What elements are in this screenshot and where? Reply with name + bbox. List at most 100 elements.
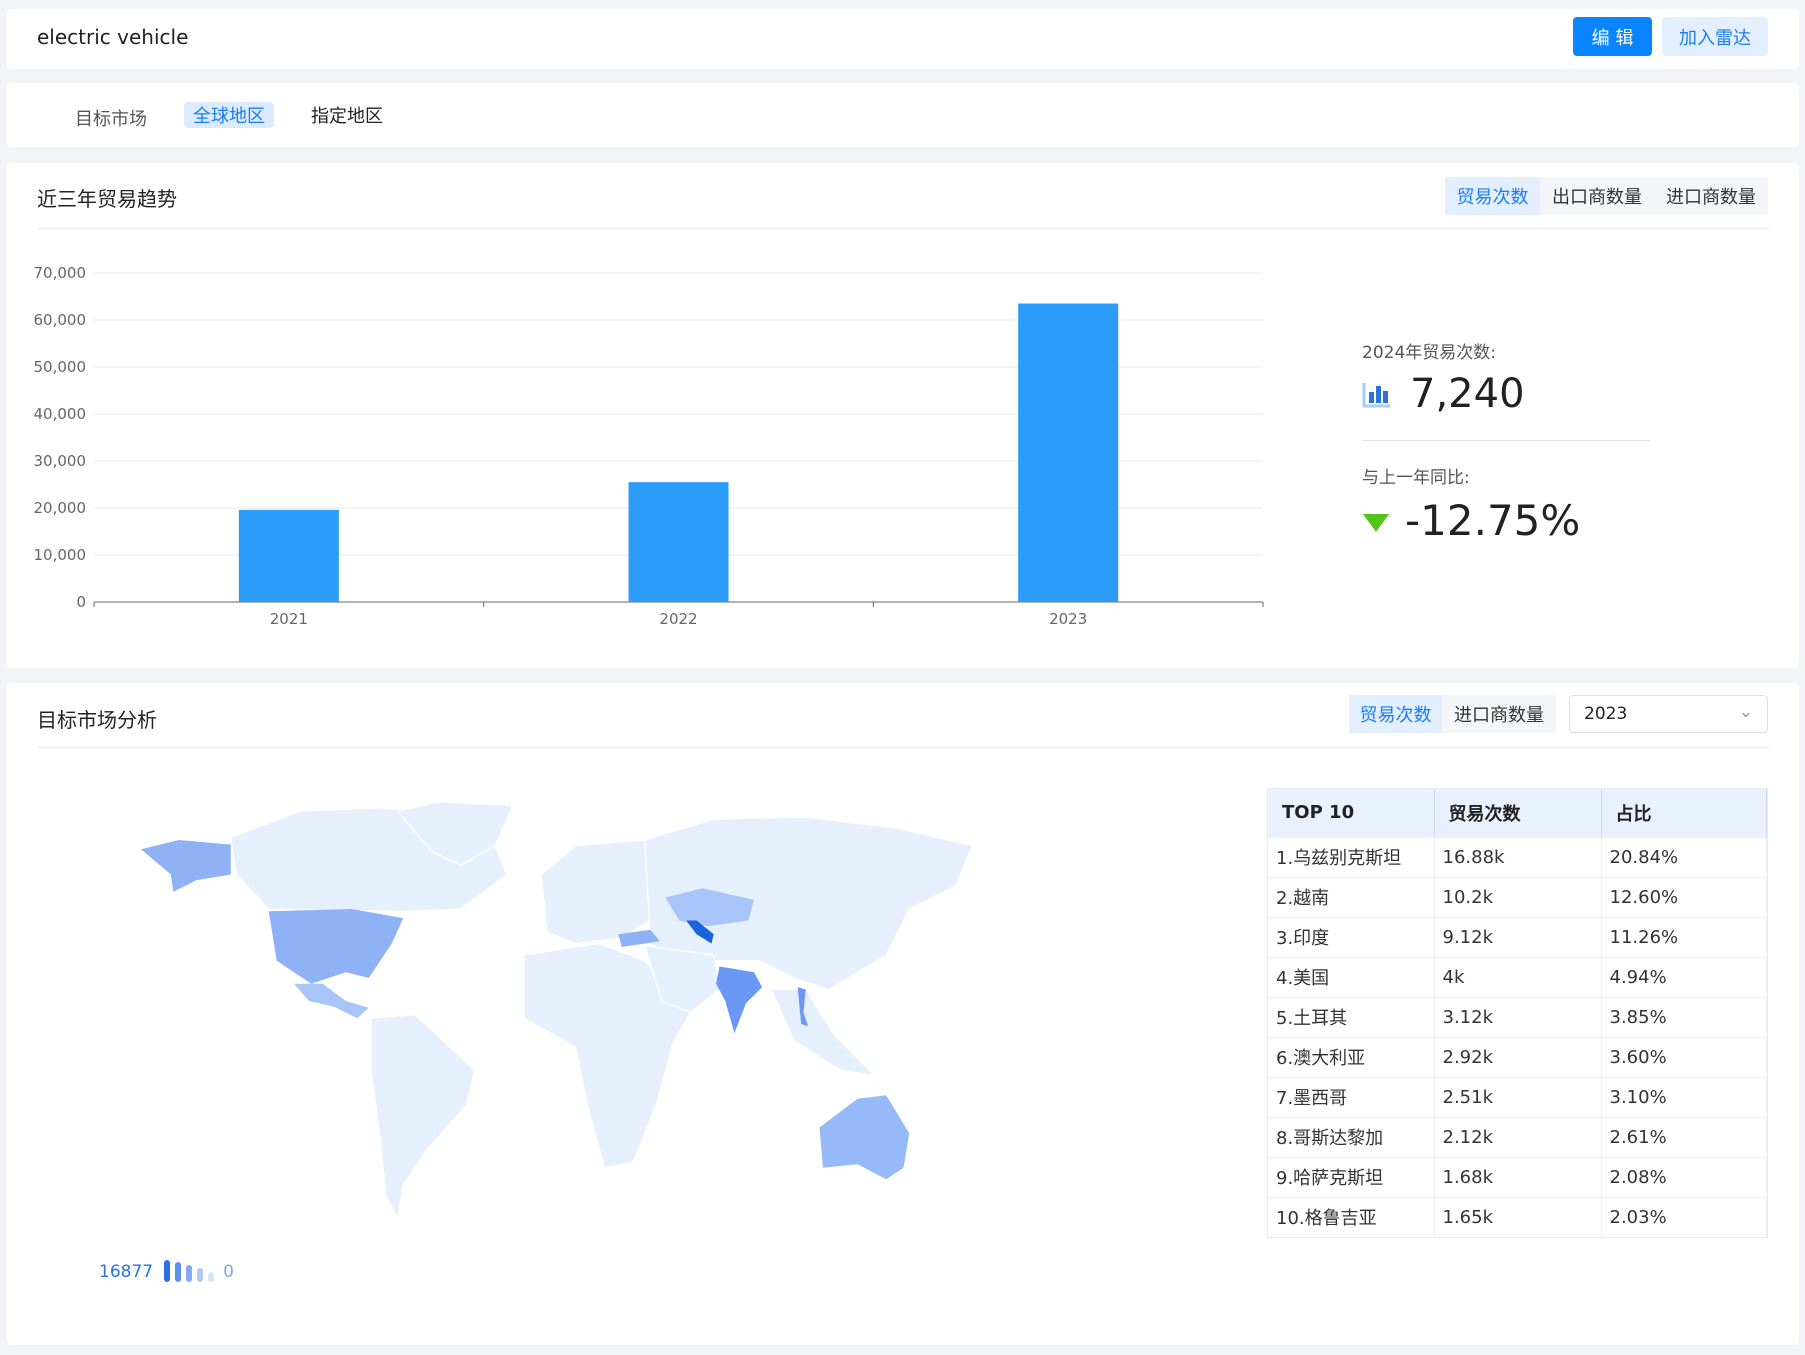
edit-button[interactable]: 编 辑 [1573, 17, 1652, 56]
table-row: 9.哈萨克斯坦 1.68k 2.08% [1268, 1156, 1767, 1197]
map-australia [819, 1095, 910, 1180]
trade-count-cell: 16.88k [1434, 836, 1602, 877]
trend-card: 近三年贸易趋势 贸易次数 出口商数量 进口商数量 0 10,000 20,000 30… [7, 163, 1799, 668]
y-tick-label: 70,000 [34, 264, 87, 282]
legend-step [175, 1262, 182, 1282]
country-cell: 2.越南 [1268, 876, 1435, 917]
world-map [141, 801, 974, 1219]
toggle-trade-count[interactable]: 贸易次数 [1445, 177, 1540, 215]
col-header: 贸易次数 [1434, 789, 1602, 837]
map-south-america [370, 1014, 476, 1219]
trend-title: 近三年贸易趋势 [37, 187, 177, 211]
table-row: 4.美国 4k 4.94% [1268, 956, 1767, 997]
col-header: TOP 10 [1268, 789, 1435, 837]
y-tick-label: 10,000 [34, 546, 87, 564]
tab-global[interactable]: 全球地区 [184, 102, 274, 128]
y-tick-label: 50,000 [34, 358, 87, 376]
table-row: 2.越南 10.2k 12.60% [1268, 876, 1767, 917]
toggle-importer-count[interactable]: 进口商数量 [1442, 695, 1556, 733]
country-cell: 5.土耳其 [1268, 996, 1435, 1037]
country-cell: 4.美国 [1268, 956, 1435, 997]
trade-count-cell: 4k [1434, 956, 1602, 997]
trade-count-cell: 2.12k [1434, 1116, 1602, 1157]
y-tick-label: 20,000 [34, 499, 87, 517]
add-to-radar-button[interactable]: 加入雷达 [1662, 17, 1768, 56]
map-se-asia [770, 988, 877, 1077]
map-africa [523, 942, 692, 1169]
map-greenland [396, 801, 514, 866]
market-card: 目标市场分析 贸易次数 进口商数量 2023 ⌄ 16877 [7, 683, 1799, 1345]
y-tick-label: 40,000 [34, 405, 87, 423]
map-europe [540, 839, 652, 945]
bar-2022 [628, 482, 729, 602]
down-triangle-icon [1363, 514, 1389, 532]
x-tick-label: 2023 [1049, 610, 1087, 628]
share-cell: 3.85% [1601, 996, 1767, 1037]
share-cell: 20.84% [1601, 836, 1767, 877]
table-row: 6.澳大利亚 2.92k 3.60% [1268, 1036, 1767, 1077]
trade-count-cell: 9.12k [1434, 916, 1602, 957]
map-mexico [294, 983, 369, 1019]
top10-table: TOP 10 贸易次数 占比 1.乌兹别克斯坦 16.88k 20.84% 2.越南 1… [1267, 788, 1768, 1238]
toggle-importer-count[interactable]: 进口商数量 [1654, 177, 1768, 215]
legend-step [186, 1265, 193, 1282]
legend-step [164, 1260, 171, 1282]
year-select-value: 2023 [1584, 704, 1628, 724]
map-legend: 16877 0 [99, 1260, 234, 1282]
share-cell: 3.10% [1601, 1076, 1767, 1117]
legend-step [197, 1268, 204, 1282]
x-tick-label: 2021 [270, 610, 308, 628]
map-india [716, 966, 763, 1034]
map-alaska [141, 840, 231, 892]
map-vietnam [797, 987, 809, 1027]
country-cell: 1.乌兹别克斯坦 [1268, 836, 1435, 877]
table-row: 7.墨西哥 2.51k 3.10% [1268, 1076, 1767, 1117]
bar-2023 [1018, 303, 1119, 602]
y-tick-label: 60,000 [34, 311, 87, 329]
tab-specified[interactable]: 指定地区 [311, 106, 383, 127]
map-uzbekistan [686, 920, 714, 944]
chevron-down-icon: ⌄ [1738, 702, 1753, 722]
country-cell: 3.印度 [1268, 916, 1435, 957]
share-cell: 2.08% [1601, 1156, 1767, 1197]
map-usa [268, 909, 404, 984]
stat-value: 7,240 [1410, 371, 1525, 417]
x-tick-label: 2022 [659, 610, 697, 628]
country-cell: 9.哈萨克斯坦 [1268, 1156, 1435, 1197]
header-card: electric vehicle 编 辑 加入雷达 [7, 9, 1799, 69]
table-header: TOP 10 贸易次数 占比 [1268, 789, 1767, 837]
toggle-trade-count[interactable]: 贸易次数 [1349, 695, 1442, 733]
table-row: 8.哥斯达黎加 2.12k 2.61% [1268, 1116, 1767, 1157]
share-cell: 12.60% [1601, 876, 1767, 917]
bar-chart-icon [1362, 383, 1390, 408]
y-tick-label: 30,000 [34, 452, 87, 470]
country-cell: 10.格鲁吉亚 [1268, 1196, 1435, 1237]
trend-bar-chart: 0 10,000 20,000 30,000 40,000 50,000 60,000 70,… [34, 264, 1264, 628]
divider [37, 228, 1769, 229]
share-cell: 2.03% [1601, 1196, 1767, 1237]
map-kazakhstan [665, 888, 754, 927]
divider [37, 747, 1769, 748]
country-cell: 7.墨西哥 [1268, 1076, 1435, 1117]
year-select[interactable]: 2023 ⌄ [1569, 695, 1768, 733]
trade-count-cell: 1.65k [1434, 1196, 1602, 1237]
stat-label: 2024年贸易次数: [1362, 343, 1496, 363]
market-title: 目标市场分析 [37, 708, 157, 732]
region-tabs-card: 目标市场 全球地区 指定地区 [7, 83, 1799, 147]
country-cell: 6.澳大利亚 [1268, 1036, 1435, 1077]
share-cell: 4.94% [1601, 956, 1767, 997]
table-row: 5.土耳其 3.12k 3.85% [1268, 996, 1767, 1037]
trade-count-cell: 2.92k [1434, 1036, 1602, 1077]
share-cell: 3.60% [1601, 1036, 1767, 1077]
trade-count-cell: 1.68k [1434, 1156, 1602, 1197]
bar-2021 [238, 509, 339, 602]
page-title: electric vehicle [37, 25, 189, 49]
yoy-value: -12.75% [1405, 496, 1581, 545]
share-cell: 11.26% [1601, 916, 1767, 957]
target-market-label: 目标市场 [75, 109, 147, 130]
toggle-exporter-count[interactable]: 出口商数量 [1540, 177, 1654, 215]
country-cell: 8.哥斯达黎加 [1268, 1116, 1435, 1157]
legend-max: 16877 [99, 1262, 154, 1282]
divider [1362, 440, 1650, 441]
yoy-label: 与上一年同比: [1362, 468, 1470, 488]
